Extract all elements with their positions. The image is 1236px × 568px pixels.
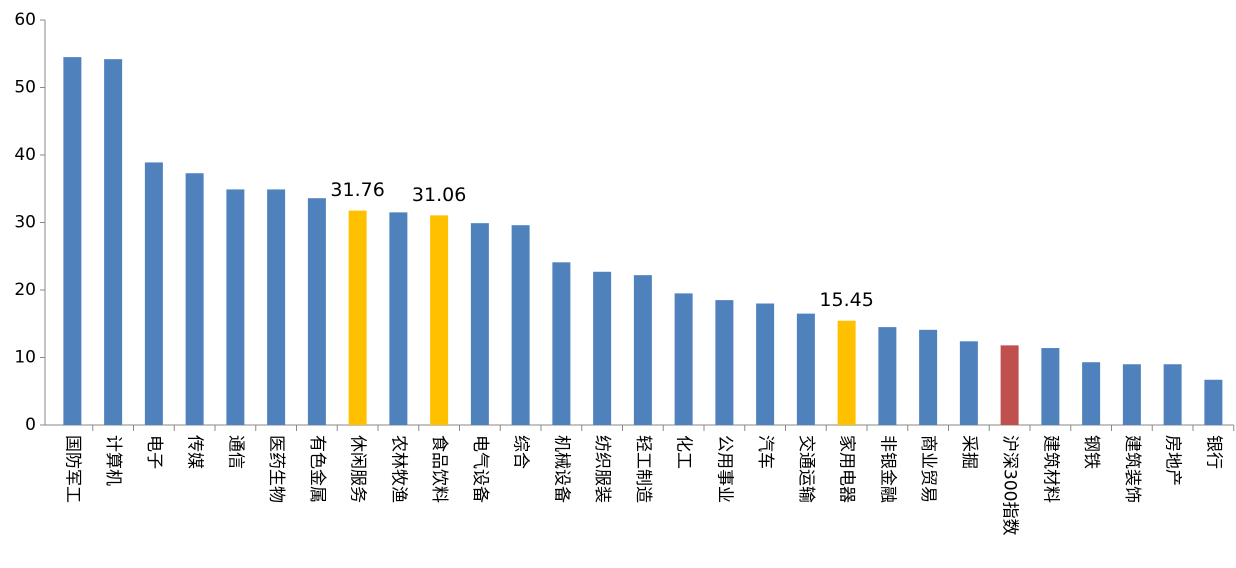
bar: [430, 215, 449, 425]
x-tick-label: 建筑装饰: [1122, 435, 1142, 503]
x-tick-label: 房地产: [1163, 435, 1183, 486]
bar: [389, 212, 408, 425]
x-tick-label: 建筑材料: [1040, 435, 1060, 503]
bar: [104, 59, 123, 426]
bar: [267, 189, 286, 425]
bar: [226, 189, 245, 425]
x-tick-label: 采掘: [959, 435, 979, 469]
x-tick-label: 医药生物: [266, 435, 286, 503]
bar: [1041, 348, 1060, 425]
x-tick-label: 轻工制造: [633, 435, 653, 503]
bar: [674, 293, 693, 425]
x-tick-label: 综合: [511, 435, 531, 469]
y-tick-label: 10: [14, 348, 36, 368]
bar: [63, 57, 82, 425]
x-tick-label: 传媒: [185, 435, 205, 469]
bar: [878, 327, 897, 425]
bar: [1122, 364, 1141, 425]
bar: [470, 223, 489, 425]
x-tick-label: 电子: [144, 435, 164, 469]
bar: [756, 303, 775, 425]
x-tick-label: 公用事业: [714, 435, 734, 503]
bar: [348, 210, 367, 425]
x-tick-label: 计算机: [103, 435, 123, 486]
x-tick-label: 非银金融: [877, 435, 897, 503]
bar: [796, 313, 815, 425]
x-tick-label: 有色金属: [307, 435, 327, 503]
bar: [185, 173, 204, 425]
x-tick-label: 休闲服务: [348, 435, 368, 503]
x-tick-label: 纺织服装: [592, 435, 612, 503]
x-tick-label: 化工: [674, 435, 694, 469]
bar: [837, 320, 856, 425]
y-tick-label: 30: [14, 213, 36, 233]
bar: [633, 275, 652, 425]
x-tick-label: 食品饮料: [429, 435, 449, 503]
data-label: 31.76: [330, 179, 384, 201]
bar: [552, 262, 571, 425]
y-tick-label: 20: [14, 280, 36, 300]
bar: [511, 225, 530, 425]
bar: [144, 162, 163, 426]
bar: [1163, 364, 1182, 425]
y-tick-label: 40: [14, 145, 36, 165]
x-tick-label: 通信: [225, 435, 245, 469]
x-tick-label: 沪深300指数: [1000, 435, 1020, 535]
x-tick-label: 钢铁: [1081, 435, 1101, 469]
bar: [593, 271, 612, 425]
x-tick-label: 汽车: [755, 435, 775, 469]
x-tick-label: 银行: [1203, 435, 1223, 469]
bar: [1204, 379, 1223, 425]
bar: [1000, 345, 1019, 425]
data-label: 15.45: [819, 289, 873, 311]
y-tick-label: 0: [25, 415, 36, 435]
bar: [919, 329, 938, 425]
x-tick-label: 电气设备: [470, 435, 490, 503]
y-tick-label: 50: [14, 78, 36, 98]
x-tick-label: 农林牧渔: [388, 435, 408, 503]
bar: [1082, 362, 1101, 425]
bar: [715, 300, 734, 425]
x-tick-label: 国防军工: [62, 435, 82, 503]
bar: [959, 341, 978, 425]
x-tick-label: 机械设备: [551, 435, 571, 503]
data-label: 31.06: [412, 184, 466, 206]
x-tick-label: 家用电器: [837, 435, 857, 503]
x-tick-label: 商业贸易: [918, 435, 938, 503]
bar: [307, 198, 326, 425]
y-tick-label: 60: [14, 10, 36, 30]
x-tick-label: 交通运输: [796, 435, 816, 503]
